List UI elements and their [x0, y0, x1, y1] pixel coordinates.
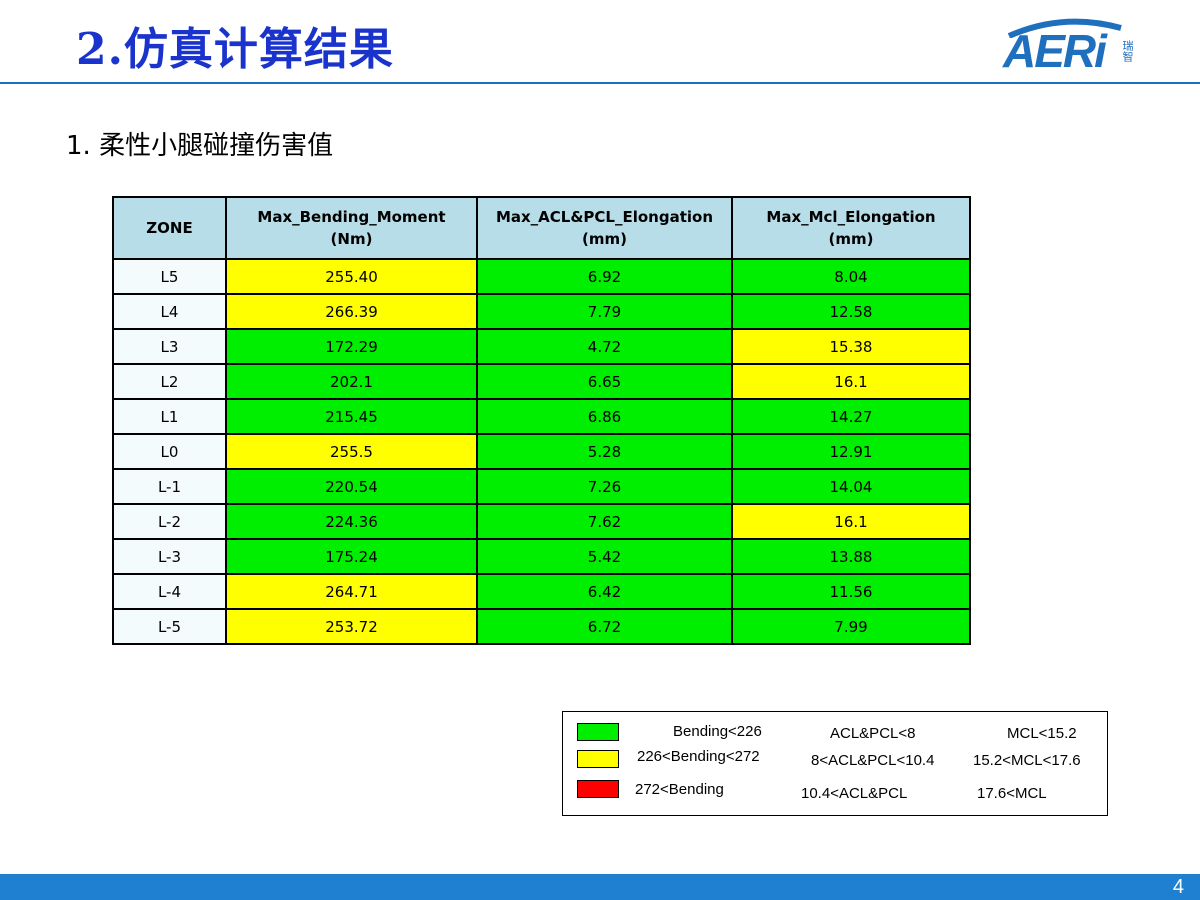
- injury-results-table: ZONE Max_Bending_Moment (Nm) Max_ACL&PCL_…: [112, 196, 971, 645]
- footer-bar: 4: [0, 874, 1200, 900]
- acl-pcl-cell: 7.26: [476, 468, 733, 505]
- color-legend: Bending<226 ACL&PCL<8 MCL<15.2 226<Bendi…: [562, 711, 1108, 816]
- acl-pcl-cell: 5.42: [476, 538, 733, 575]
- mcl-cell: 14.27: [731, 398, 971, 435]
- legend-bending-red: 272<Bending: [635, 781, 724, 798]
- legend-bending-green: Bending<226: [673, 723, 762, 740]
- column-header-mcl: Max_Mcl_Elongation (mm): [731, 196, 971, 260]
- acl-pcl-cell: 6.92: [476, 258, 733, 295]
- table-row: L5 255.40 6.92 8.04: [112, 258, 971, 295]
- legend-mcl-red: 17.6<MCL: [977, 785, 1047, 802]
- acl-pcl-cell: 5.28: [476, 433, 733, 470]
- table-row: L-2 224.36 7.62 16.1: [112, 503, 971, 540]
- bending-cell: 172.29: [225, 328, 478, 365]
- zone-cell: L1: [112, 398, 227, 435]
- mcl-cell: 13.88: [731, 538, 971, 575]
- bending-cell: 175.24: [225, 538, 478, 575]
- legend-acl-yellow: 8<ACL&PCL<10.4: [811, 752, 935, 769]
- acl-pcl-cell: 6.72: [476, 608, 733, 645]
- legend-swatch-yellow: [577, 750, 619, 768]
- acl-pcl-cell: 6.86: [476, 398, 733, 435]
- zone-cell: L-4: [112, 573, 227, 610]
- table-row: L1 215.45 6.86 14.27: [112, 398, 971, 435]
- section-subtitle: 1. 柔性小腿碰撞伤害值: [66, 131, 334, 161]
- zone-cell: L-3: [112, 538, 227, 575]
- logo-wordmark: AERi: [1003, 25, 1107, 77]
- acl-pcl-cell: 6.65: [476, 363, 733, 400]
- bending-cell: 224.36: [225, 503, 478, 540]
- mcl-cell: 8.04: [731, 258, 971, 295]
- table-row: L3 172.29 4.72 15.38: [112, 328, 971, 365]
- legend-swatch-green: [577, 723, 619, 741]
- table-row: L4 266.39 7.79 12.58: [112, 293, 971, 330]
- bending-cell: 202.1: [225, 363, 478, 400]
- zone-cell: L-5: [112, 608, 227, 645]
- title-divider: [0, 82, 1200, 84]
- table-row: L-4 264.71 6.42 11.56: [112, 573, 971, 610]
- bending-cell: 215.45: [225, 398, 478, 435]
- acl-pcl-cell: 7.62: [476, 503, 733, 540]
- table-row: L-5 253.72 6.72 7.99: [112, 608, 971, 645]
- mcl-cell: 16.1: [731, 363, 971, 400]
- table-row: L0 255.5 5.28 12.91: [112, 433, 971, 470]
- bending-cell: 220.54: [225, 468, 478, 505]
- bending-cell: 255.40: [225, 258, 478, 295]
- legend-acl-red: 10.4<ACL&PCL: [801, 785, 908, 802]
- zone-cell: L2: [112, 363, 227, 400]
- mcl-cell: 14.04: [731, 468, 971, 505]
- mcl-cell: 7.99: [731, 608, 971, 645]
- acl-pcl-cell: 6.42: [476, 573, 733, 610]
- logo-side-text: 瑞智: [1121, 40, 1134, 62]
- bending-cell: 264.71: [225, 573, 478, 610]
- mcl-cell: 11.56: [731, 573, 971, 610]
- logo-arc-icon: [1007, 18, 1122, 38]
- zone-cell: L-1: [112, 468, 227, 505]
- zone-cell: L3: [112, 328, 227, 365]
- acl-pcl-cell: 4.72: [476, 328, 733, 365]
- zone-cell: L5: [112, 258, 227, 295]
- table-row: L-3 175.24 5.42 13.88: [112, 538, 971, 575]
- column-header-bending: Max_Bending_Moment (Nm): [225, 196, 478, 260]
- table-row: L-1 220.54 7.26 14.04: [112, 468, 971, 505]
- legend-acl-green: ACL&PCL<8: [830, 725, 916, 742]
- table-header-row: ZONE Max_Bending_Moment (Nm) Max_ACL&PCL_…: [112, 196, 971, 260]
- legend-mcl-yellow: 15.2<MCL<17.6: [973, 752, 1081, 769]
- zone-cell: L4: [112, 293, 227, 330]
- mcl-cell: 12.91: [731, 433, 971, 470]
- zone-cell: L-2: [112, 503, 227, 540]
- legend-bending-yellow: 226<Bending<272: [637, 748, 760, 765]
- mcl-cell: 16.1: [731, 503, 971, 540]
- table-row: L2 202.1 6.65 16.1: [112, 363, 971, 400]
- zone-cell: L0: [112, 433, 227, 470]
- column-header-zone: ZONE: [112, 196, 227, 260]
- mcl-cell: 12.58: [731, 293, 971, 330]
- column-header-acl-pcl: Max_ACL&PCL_Elongation (mm): [476, 196, 733, 260]
- mcl-cell: 15.38: [731, 328, 971, 365]
- bending-cell: 266.39: [225, 293, 478, 330]
- page-number: 4: [1172, 876, 1184, 898]
- legend-mcl-green: MCL<15.2: [1007, 725, 1077, 742]
- slide-title: 2.仿真计算结果: [76, 24, 394, 75]
- bending-cell: 255.5: [225, 433, 478, 470]
- legend-swatch-red: [577, 780, 619, 798]
- bending-cell: 253.72: [225, 608, 478, 645]
- acl-pcl-cell: 7.79: [476, 293, 733, 330]
- aeri-logo: AERi 瑞智: [1003, 18, 1153, 76]
